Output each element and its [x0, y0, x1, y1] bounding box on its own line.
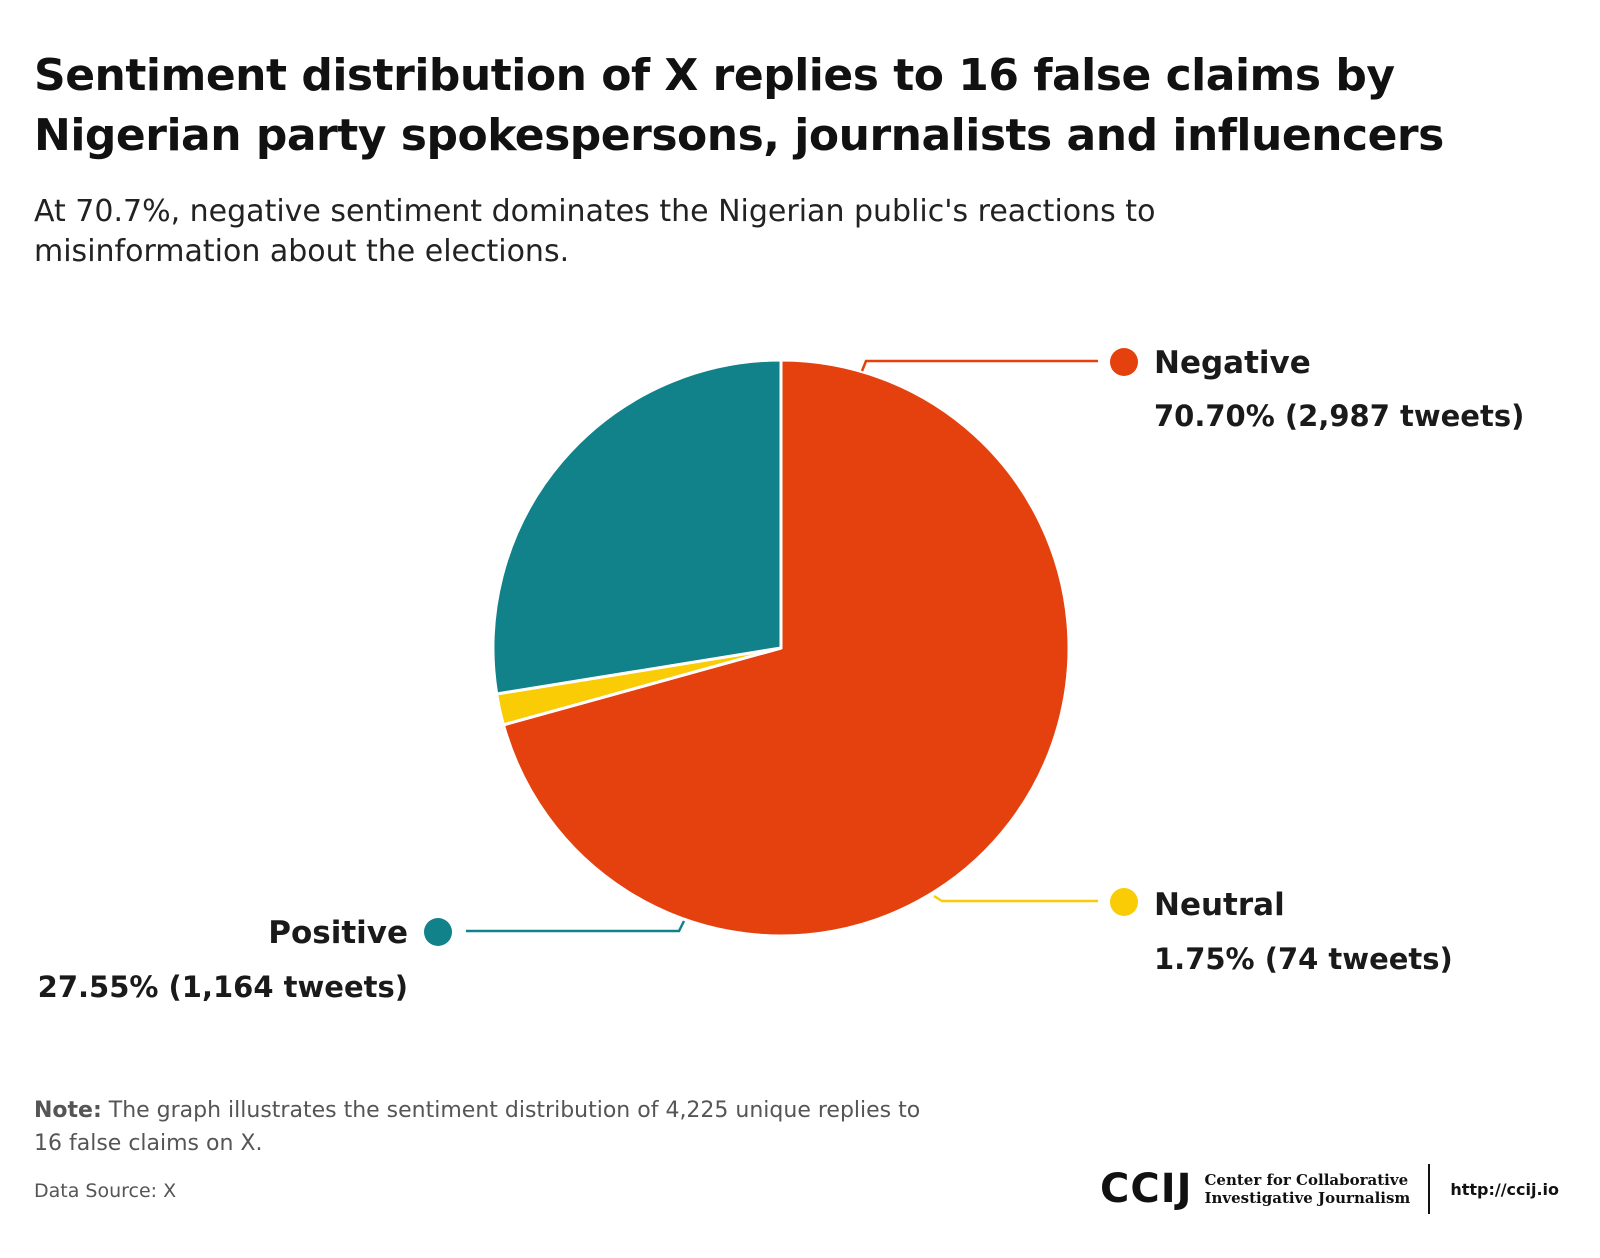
legend-marker-neutral	[1110, 888, 1138, 916]
leader-line-neutral	[933, 894, 1098, 903]
legend-marker-negative	[1110, 348, 1138, 376]
logo-org-name: Center for Collaborative Investigative J…	[1204, 1171, 1410, 1207]
logo-org-line1: Center for Collaborative	[1204, 1171, 1409, 1189]
data-source: Data Source: X	[34, 1180, 177, 1202]
site-link[interactable]: http://ccij.io	[1450, 1179, 1560, 1199]
slice-value-label-positive: 27.55% (1,164 tweets)	[38, 970, 408, 1004]
logo-divider	[1428, 1164, 1431, 1214]
logo-mark: CCIJ	[1100, 1166, 1193, 1212]
chart-note: Note: The graph illustrates the sentimen…	[34, 1094, 934, 1160]
leader-line-positive	[466, 920, 686, 933]
ccij-logo: CCIJ Center for Collaborative Investigat…	[1100, 1160, 1559, 1218]
legend-marker-positive	[424, 918, 452, 946]
logo-org-line2: Investigative Journalism	[1204, 1189, 1411, 1207]
note-label: Note:	[34, 1098, 102, 1123]
slice-name-neutral: Neutral	[1154, 887, 1285, 923]
note-text: The graph illustrates the sentiment dist…	[34, 1098, 921, 1156]
chart-subtitle: At 70.7%, negative sentiment dominates t…	[34, 194, 1156, 269]
pie-slice-negative	[501, 358, 1071, 938]
slice-value-label-negative: 70.70% (2,987 tweets)	[1154, 399, 1524, 433]
chart-title: Sentiment distribution of X replies to 1…	[34, 50, 1444, 161]
slice-name-negative: Negative	[1154, 345, 1311, 381]
pie-slice-positive	[491, 358, 783, 696]
slice-name-positive: Positive	[268, 915, 408, 951]
slice-value-label-neutral: 1.75% (74 tweets)	[1154, 942, 1453, 976]
leader-line-negative	[860, 359, 1098, 372]
